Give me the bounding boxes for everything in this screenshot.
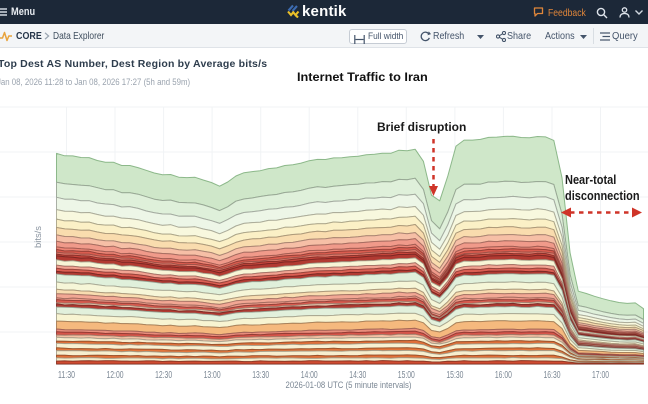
svg-text:15:00: 15:00 — [398, 370, 415, 381]
svg-text:bits/s: bits/s — [33, 225, 43, 248]
svg-text:17:00: 17:00 — [592, 370, 609, 381]
svg-text:16:30: 16:30 — [544, 370, 561, 381]
svg-text:11:30: 11:30 — [58, 370, 75, 381]
svg-text:13:00: 13:00 — [204, 370, 221, 381]
svg-text:2026-01-08 UTC (5 minute inter: 2026-01-08 UTC (5 minute intervals) — [286, 380, 412, 391]
svg-text:15:30: 15:30 — [446, 370, 463, 381]
svg-text:13:30: 13:30 — [252, 370, 269, 381]
svg-text:14:30: 14:30 — [349, 370, 366, 381]
svg-text:12:00: 12:00 — [107, 370, 124, 381]
svg-text:12:30: 12:30 — [155, 370, 172, 381]
svg-text:14:00: 14:00 — [301, 370, 318, 381]
svg-text:16:00: 16:00 — [495, 370, 512, 381]
